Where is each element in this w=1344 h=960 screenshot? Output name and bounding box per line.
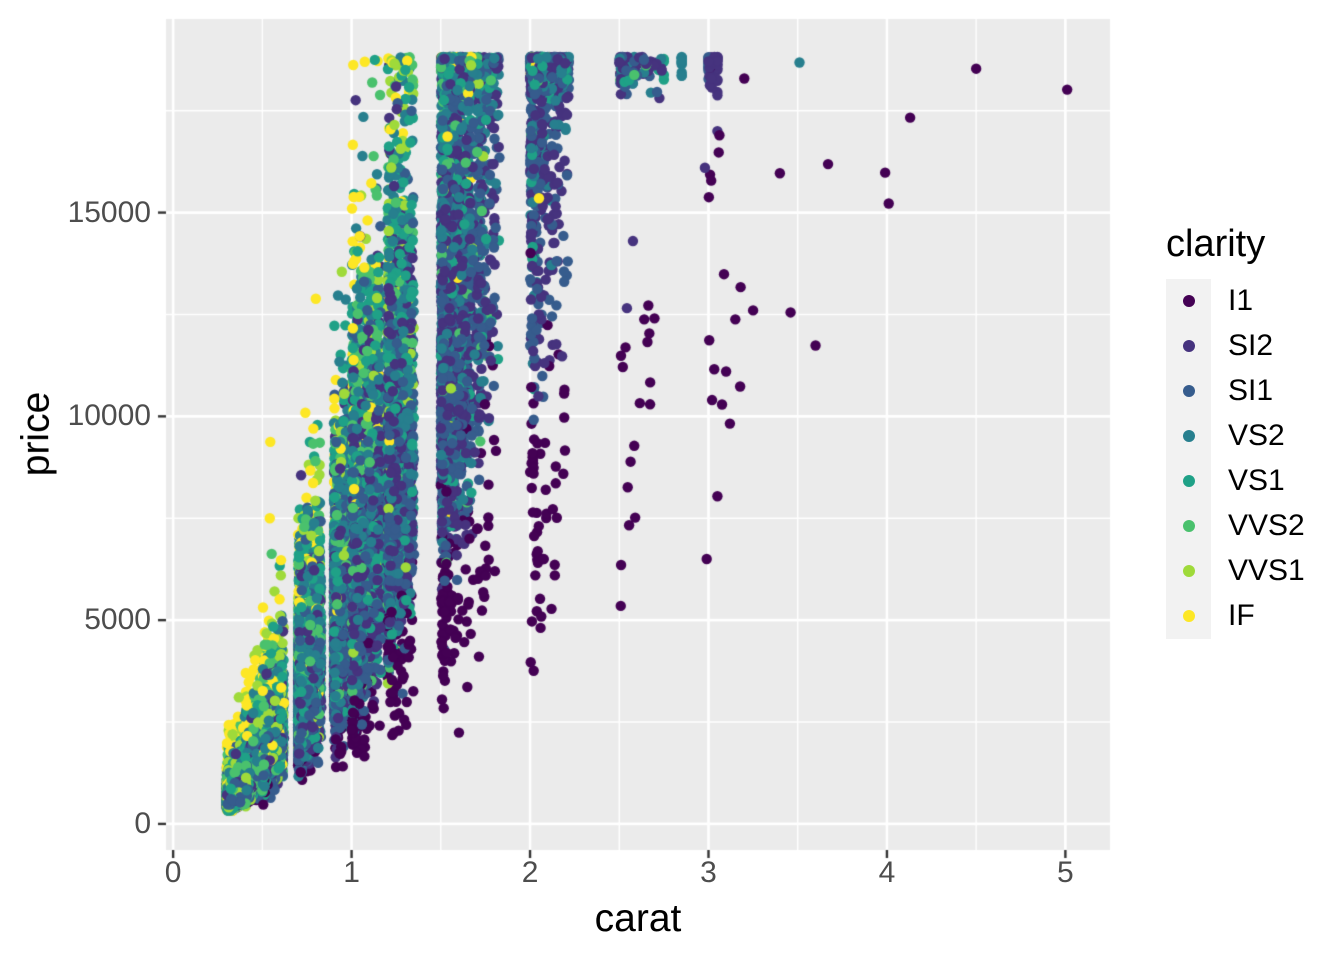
legend-item-label: VS2: [1228, 419, 1285, 453]
legend-item-SI1: SI1: [1166, 368, 1305, 414]
y-tick-label-5000: 5000: [84, 603, 151, 637]
legend: clarity I1 SI2 SI1 VS2 VS1 VVS2 VVS1 IF: [1166, 223, 1305, 639]
legend-dot-icon: [1182, 520, 1195, 533]
y-tick-label-15000: 15000: [67, 195, 151, 229]
legend-item-SI2: SI2: [1166, 323, 1305, 369]
legend-dot-icon: [1182, 295, 1195, 308]
legend-dot-icon: [1182, 430, 1195, 443]
legend-title: clarity: [1166, 223, 1266, 265]
legend-key: [1166, 323, 1211, 369]
legend-item-VS1: VS1: [1166, 458, 1305, 504]
y-tick-label-10000: 10000: [67, 399, 151, 433]
x-tick-label-5: 5: [1057, 856, 1074, 889]
legend-item-label: VS1: [1228, 464, 1285, 498]
legend-item-VS2: VS2: [1166, 413, 1305, 459]
x-tick-label-2: 2: [521, 856, 539, 889]
y-tick-label-0: 0: [134, 806, 151, 840]
legend-item-VVS2: VVS2: [1166, 503, 1305, 549]
x-axis-title: carat: [594, 897, 682, 940]
legend-dot-icon: [1182, 610, 1195, 623]
legend-key: [1166, 548, 1211, 594]
y-axis-title: price: [14, 391, 58, 477]
legend-item-label: VVS1: [1228, 554, 1305, 588]
x-tick-label-4: 4: [878, 856, 896, 889]
legend-dot-icon: [1182, 340, 1195, 353]
legend-item-label: SI1: [1228, 374, 1274, 408]
x-tick-label-1: 1: [343, 856, 360, 889]
legend-key: [1166, 368, 1211, 414]
legend-item-label: SI2: [1228, 329, 1274, 363]
legend-item-label: IF: [1228, 599, 1255, 633]
legend-item-IF: IF: [1166, 593, 1305, 639]
legend-items: I1 SI2 SI1 VS2 VS1 VVS2 VVS1 IF: [1166, 278, 1305, 639]
legend-key: [1166, 278, 1211, 324]
legend-dot-icon: [1182, 565, 1195, 578]
legend-key: [1166, 593, 1211, 639]
x-tick-label-3: 3: [700, 856, 717, 889]
legend-item-VVS1: VVS1: [1166, 548, 1305, 594]
legend-dot-icon: [1182, 475, 1195, 488]
legend-item-label: VVS2: [1228, 509, 1305, 543]
legend-item-label: I1: [1228, 284, 1254, 318]
legend-key: [1166, 413, 1211, 459]
legend-item-I1: I1: [1166, 278, 1305, 324]
x-tick-label-0: 0: [164, 856, 182, 889]
legend-key: [1166, 503, 1211, 549]
legend-key: [1166, 458, 1211, 504]
legend-dot-icon: [1182, 385, 1195, 398]
